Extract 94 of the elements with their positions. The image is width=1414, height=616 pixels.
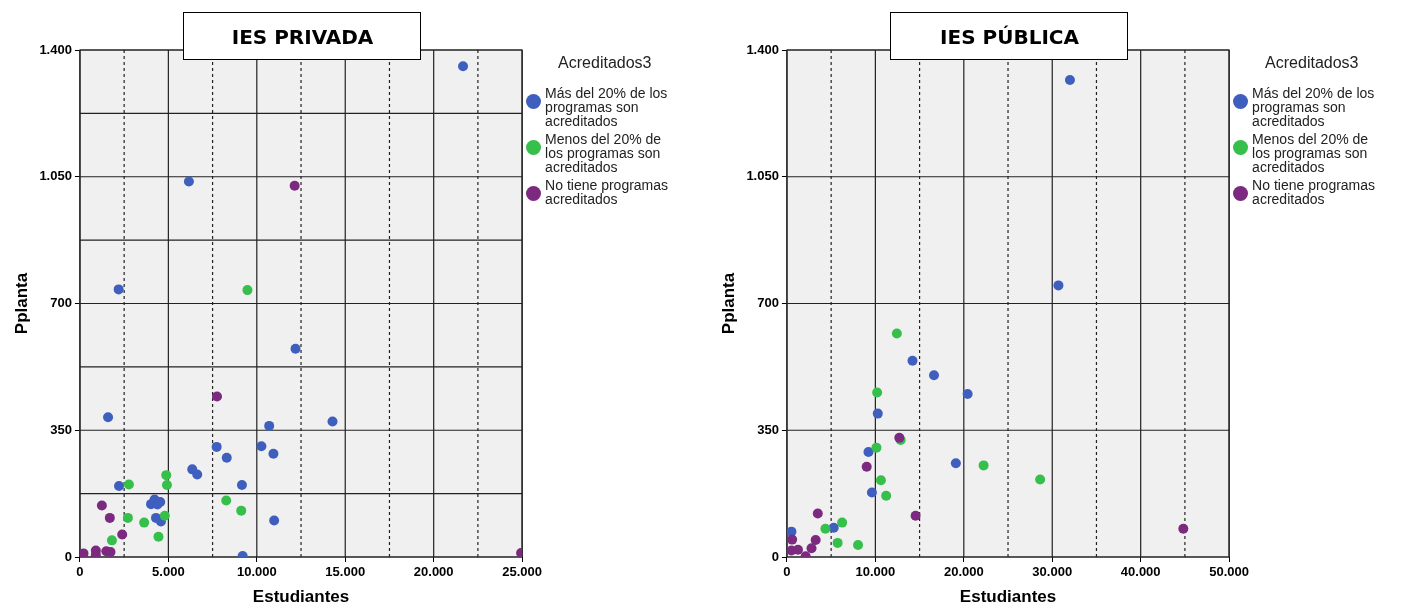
point: [161, 470, 172, 481]
point: [810, 534, 821, 545]
point: [103, 412, 114, 423]
point: [183, 176, 194, 187]
legend-label: Menos del 20% de los programas son acreditados: [1252, 131, 1370, 175]
point: [192, 469, 203, 480]
x-tick-label: 50.000: [1209, 564, 1249, 580]
point: [861, 461, 872, 472]
point: [114, 481, 125, 492]
point: [832, 537, 843, 548]
point: [910, 510, 921, 521]
legend-title: Acreditados3: [558, 54, 653, 72]
legend-label: No tiene programas acreditados: [545, 177, 670, 207]
point: [242, 285, 253, 296]
y-tick-label: 0: [64, 548, 72, 564]
y-tick-label: 0: [771, 548, 779, 564]
x-tick-label: 10.000: [855, 564, 896, 580]
y-tick-label: 350: [757, 421, 779, 437]
legend-title: Acreditados3: [1265, 54, 1360, 72]
x-tick-label: 0: [76, 564, 84, 580]
legend-label: Más del 20% de los programas son acreditados: [1252, 85, 1376, 129]
point: [871, 442, 882, 453]
point: [289, 180, 300, 191]
x-tick-label: 5.000: [152, 564, 185, 580]
point: [787, 534, 798, 545]
point: [221, 452, 232, 463]
point: [104, 512, 115, 523]
point: [1064, 75, 1075, 86]
point: [153, 531, 164, 542]
point: [236, 505, 247, 516]
y-tick-label: 350: [50, 421, 72, 437]
point: [161, 479, 172, 490]
point: [117, 529, 128, 540]
y-tick-label: 1.400: [39, 41, 72, 57]
point: [268, 448, 279, 459]
point: [891, 328, 902, 339]
point: [907, 355, 918, 366]
x-tick-label: 20.000: [413, 564, 454, 580]
point: [978, 460, 989, 471]
point: [106, 535, 117, 546]
point: [962, 389, 973, 400]
point: [458, 61, 469, 72]
x-tick-label: 10.000: [236, 564, 277, 580]
point: [950, 458, 961, 469]
x-tick-label: 40.000: [1120, 564, 1161, 580]
x-tick-label: 25.000: [502, 564, 542, 580]
point: [863, 446, 874, 457]
point: [1178, 523, 1189, 534]
point: [929, 370, 939, 381]
point: [211, 441, 222, 452]
point: [866, 487, 877, 498]
y-tick-label: 700: [757, 295, 779, 311]
point: [236, 479, 247, 490]
legend-label: Menos del 20% de los programas son acreditados: [545, 131, 663, 175]
y-axis-title: Pplanta: [11, 272, 31, 335]
point: [327, 416, 338, 427]
point: [828, 522, 839, 533]
point: [820, 523, 831, 534]
point: [837, 517, 848, 528]
y-tick-label: 1.400: [746, 41, 779, 57]
point: [1053, 280, 1064, 291]
point: [159, 510, 170, 521]
y-tick-label: 1.050: [746, 168, 779, 184]
point: [853, 540, 864, 551]
legend-label: Más del 20% de los programas son acreditados: [545, 85, 669, 129]
point: [122, 512, 133, 523]
point: [881, 490, 892, 501]
point: [812, 508, 823, 519]
y-tick-label: 1.050: [39, 168, 72, 184]
x-tick-label: 30.000: [1032, 564, 1073, 580]
point: [79, 548, 89, 557]
x-axis-title: Estudiantes: [252, 587, 350, 607]
point: [139, 517, 150, 528]
point: [872, 408, 883, 419]
point: [872, 387, 883, 398]
point: [256, 441, 267, 452]
point: [1035, 474, 1046, 485]
point: [96, 500, 107, 511]
point: [212, 391, 223, 402]
y-tick-label: 700: [50, 295, 72, 311]
point: [113, 284, 124, 295]
point: [875, 475, 886, 486]
point: [123, 479, 134, 490]
point: [269, 515, 280, 526]
point: [290, 343, 301, 354]
point: [264, 420, 275, 431]
x-tick-label: 20.000: [943, 564, 984, 580]
y-axis-title: Pplanta: [718, 272, 738, 335]
x-tick-label: 15.000: [325, 564, 366, 580]
point: [806, 543, 817, 554]
x-axis-title: Estudiantes: [959, 587, 1057, 607]
legend-label: No tiene programas acreditados: [1252, 177, 1377, 207]
x-tick-label: 0: [783, 564, 791, 580]
point: [221, 495, 232, 506]
